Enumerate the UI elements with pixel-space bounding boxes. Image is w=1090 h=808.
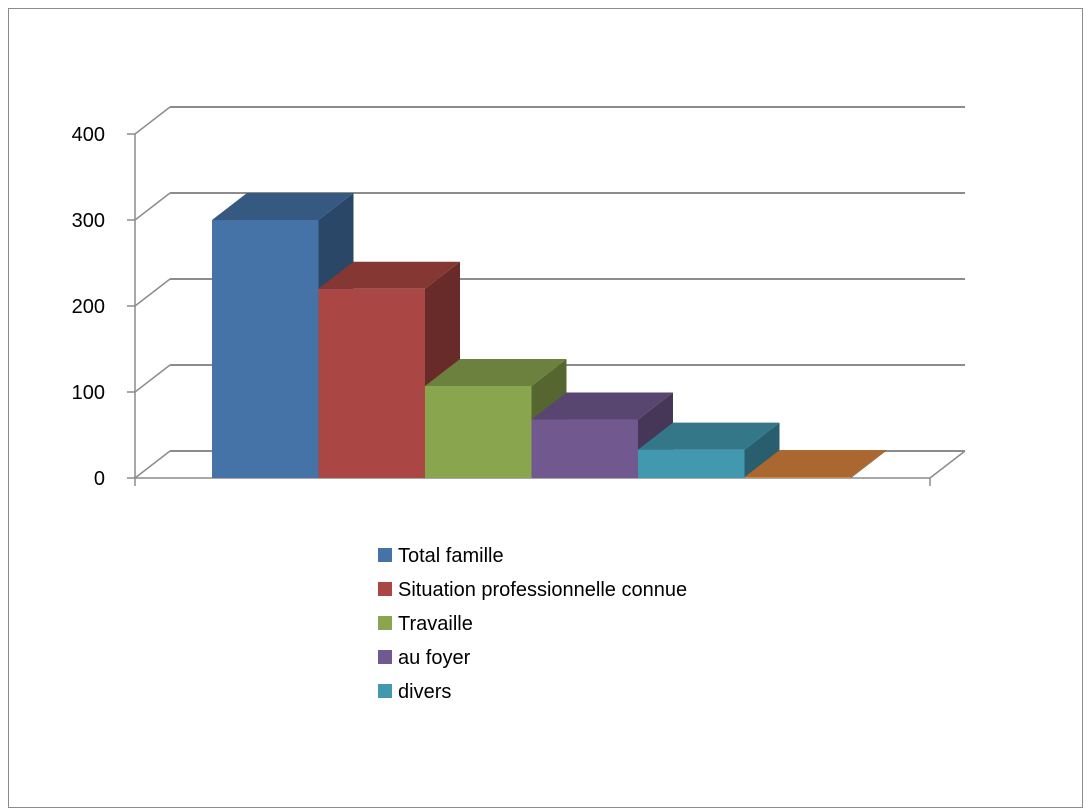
bar-top	[638, 422, 780, 450]
side-wall-line	[134, 278, 171, 307]
y-tick-label: 0	[94, 468, 105, 490]
bar-front	[318, 288, 425, 478]
bar-front	[212, 220, 319, 478]
side-wall-line	[134, 192, 171, 221]
legend-item: Total famille	[378, 545, 504, 567]
legend-swatch	[378, 684, 392, 698]
bar-top	[212, 193, 354, 220]
bar-front	[744, 477, 851, 478]
legend-label: Situation professionnelle connue	[398, 579, 687, 601]
legend-item: au foyer	[378, 647, 471, 669]
y-tick-label: 100	[72, 382, 105, 404]
legend-label: Travaille	[398, 613, 473, 635]
bar-front	[425, 385, 532, 478]
side-wall-line	[134, 364, 171, 393]
legend-label: Total famille	[398, 545, 504, 567]
bar-front	[638, 449, 745, 478]
legend-label: au foyer	[398, 647, 471, 669]
bar-side	[744, 422, 780, 478]
legend-swatch	[378, 582, 392, 596]
legend-item: Situation professionnelle connue	[378, 579, 687, 601]
legend-item: Travaille	[378, 613, 473, 635]
chart-bars	[212, 193, 886, 478]
bar-top	[318, 261, 460, 289]
legend-swatch	[378, 650, 392, 664]
y-tick-label: 200	[72, 296, 105, 318]
side-wall-line	[134, 450, 171, 479]
bar-side	[851, 450, 886, 478]
y-tick-label: 400	[72, 124, 105, 146]
y-tick-label: 300	[72, 210, 105, 232]
legend-label: divers	[398, 681, 451, 703]
bar-top	[744, 450, 886, 478]
floor-right-edge	[929, 450, 966, 479]
bar-top	[531, 392, 673, 420]
legend-swatch	[378, 548, 392, 562]
side-wall-line	[134, 106, 171, 135]
y-axis-ticks: 0 100 200 300 400	[72, 124, 105, 490]
bar	[638, 422, 780, 478]
legend-swatch	[378, 616, 392, 630]
bar	[744, 450, 886, 478]
bar-top	[425, 358, 567, 386]
chart-legend: Total famille Situation professionnelle c…	[378, 545, 687, 703]
bar-front	[531, 419, 638, 478]
legend-item: divers	[378, 681, 451, 703]
